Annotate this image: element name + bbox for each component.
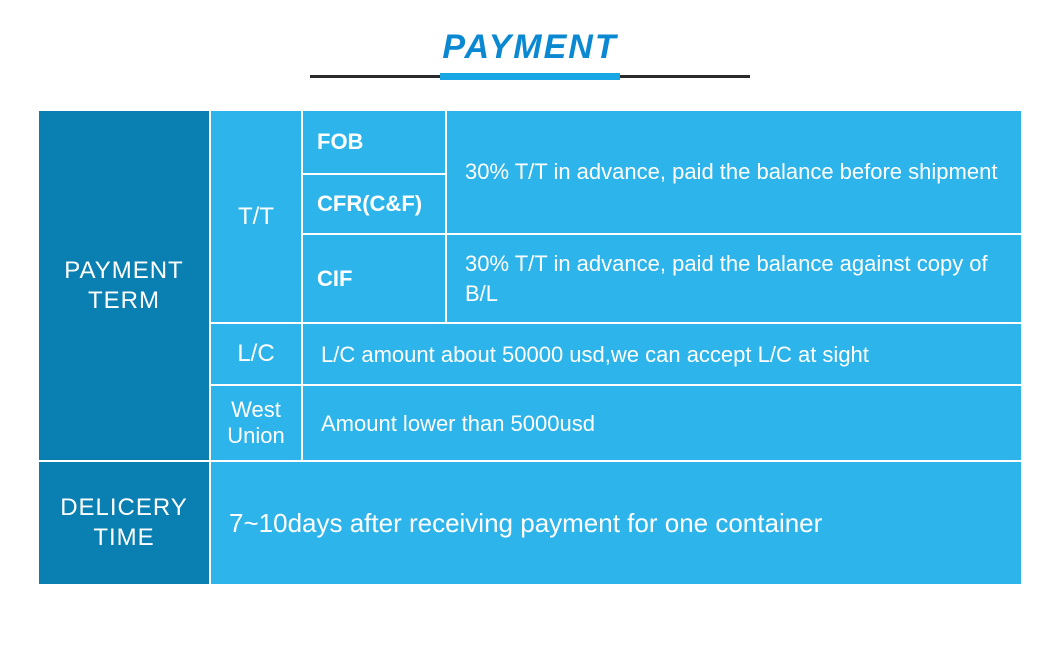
lc-method-label: L/C — [210, 323, 302, 385]
desc-cif: 30% T/T in advance, paid the balance aga… — [446, 234, 1022, 323]
desc-delivery: 7~10days after receiving payment for one… — [210, 461, 1022, 585]
desc-fob-cfr: 30% T/T in advance, paid the balance bef… — [446, 110, 1022, 234]
delivery-time-text: DELICERYTIME — [60, 494, 188, 551]
payment-term-text: PAYMENTTERM — [64, 257, 183, 314]
page-title: PAYMENT — [0, 28, 1060, 67]
tt-method-label: T/T — [210, 110, 302, 323]
desc-wu: Amount lower than 5000usd — [302, 385, 1022, 461]
underline-accent — [440, 73, 620, 80]
term-cif: CIF — [302, 234, 446, 323]
term-cfr: CFR(C&F) — [302, 174, 446, 234]
delivery-time-label: DELICERYTIME — [38, 461, 210, 585]
table-row: DELICERYTIME 7~10days after receiving pa… — [38, 461, 1022, 585]
table-row: PAYMENTTERM T/T FOB 30% T/T in advance, … — [38, 110, 1022, 174]
payment-term-label: PAYMENTTERM — [38, 110, 210, 461]
title-underline — [310, 73, 750, 83]
term-fob: FOB — [302, 110, 446, 174]
payment-table: PAYMENTTERM T/T FOB 30% T/T in advance, … — [37, 109, 1023, 586]
wu-method-label: West Union — [210, 385, 302, 461]
desc-lc: L/C amount about 50000 usd,we can accept… — [302, 323, 1022, 385]
